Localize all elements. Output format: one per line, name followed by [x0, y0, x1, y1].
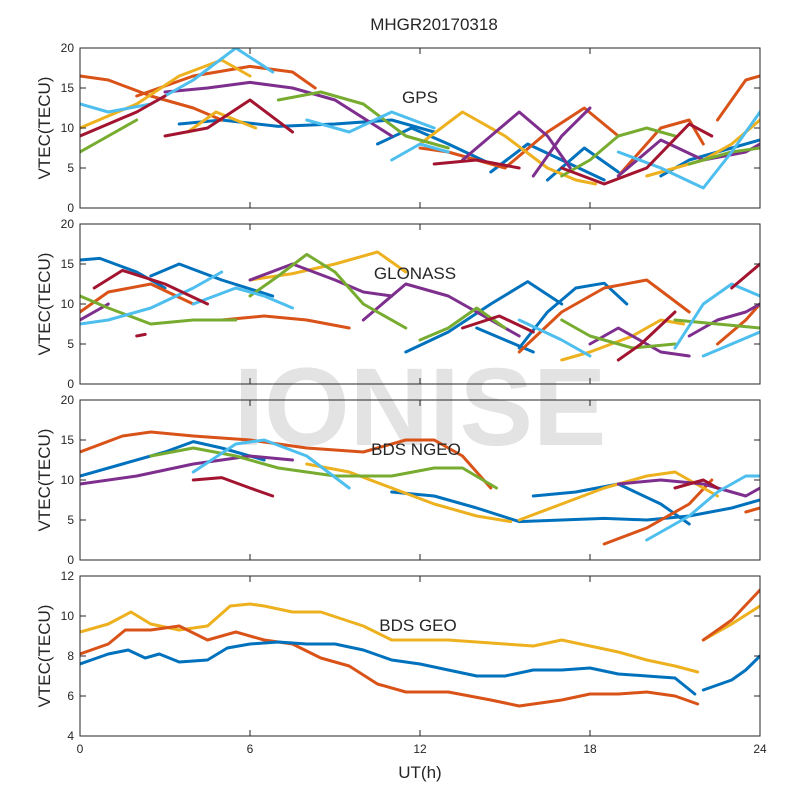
- glonass-series-line-19: [562, 320, 675, 348]
- bds-ngeo-y-tick-label: 15: [61, 433, 75, 447]
- glonass-y-axis-label: VTEC(TECU): [35, 253, 54, 356]
- bds-geo-y-tick-label: 8: [67, 649, 74, 663]
- gps-y-axis-label: VTEC(TECU): [35, 77, 54, 180]
- bds-ngeo-y-tick-label: 10: [61, 473, 75, 487]
- bds-geo-x-tick-label: 18: [583, 742, 597, 756]
- gps-series-line-9: [718, 76, 761, 120]
- glonass-y-tick-label: 0: [67, 377, 74, 391]
- glonass-series-line-25: [703, 332, 760, 356]
- panel-gps: 0 5 10 15 20 GPS VTEC(TECU): [35, 41, 760, 215]
- bds-ngeo-series-line-5: [746, 508, 760, 512]
- glonass-series-line-27: [137, 334, 146, 336]
- gps-y-tick-label: 5: [67, 161, 74, 175]
- bds-ngeo-series-line-13: [193, 478, 272, 496]
- figure-title: MHGR20170318: [370, 15, 498, 34]
- bds-geo-y-tick-label: 4: [67, 729, 74, 743]
- bds-ngeo-y-tick-label: 0: [67, 553, 74, 567]
- x-axis-label: UT(h): [398, 763, 441, 782]
- glonass-y-tick-label: 10: [61, 297, 75, 311]
- bds-geo-y-axis-label: VTEC(TECU): [35, 605, 54, 708]
- glonass-panel-label: GLONASS: [374, 264, 456, 283]
- gps-series-line-6: [137, 66, 316, 96]
- bds-ngeo-y-tick-label: 5: [67, 513, 74, 527]
- bds-geo-series-line-5: [703, 656, 760, 690]
- glonass-y-tick-label: 20: [61, 217, 75, 231]
- bds-geo-axes-frame: [80, 576, 760, 736]
- gps-y-tick-label: 20: [61, 41, 75, 55]
- bds-ngeo-y-axis-label: VTEC(TECU): [35, 429, 54, 532]
- glonass-series-line-30: [732, 264, 760, 288]
- bds-geo-series-line-3: [703, 590, 760, 640]
- bds-geo-series-line-0: [80, 604, 698, 672]
- bds-geo-y-tick-label: 12: [61, 569, 75, 583]
- glonass-series-line-13: [363, 284, 519, 336]
- bds-geo-x-tick-label: 12: [413, 742, 427, 756]
- gps-y-tick-label: 10: [61, 121, 75, 135]
- bds-geo-x-tick-label: 0: [77, 742, 84, 756]
- bds-geo-x-tick-label: 6: [247, 742, 254, 756]
- gps-series-line-7: [420, 108, 618, 168]
- gps-panel-label: GPS: [402, 88, 438, 107]
- bds-ngeo-panel-label: BDS NGEO: [371, 440, 461, 459]
- bds-ngeo-y-tick-label: 20: [61, 393, 75, 407]
- panel-bds-geo: 4 6 8 10 12 0 6 12 18 24 BDS GEO VTEC(TECU): [35, 569, 767, 756]
- gps-series-line-5: [80, 76, 222, 120]
- glonass-series-line-6: [222, 316, 350, 328]
- gps-series-line-26: [80, 96, 165, 136]
- bds-geo-series-group: [80, 590, 760, 706]
- glonass-y-tick-label: 15: [61, 257, 75, 271]
- bds-ngeo-series-line-12: [647, 476, 760, 540]
- gps-y-tick-label: 0: [67, 201, 74, 215]
- bds-geo-panel-label: BDS GEO: [379, 616, 456, 635]
- gps-series-group: [80, 48, 760, 188]
- bds-geo-y-tick-label: 6: [67, 689, 74, 703]
- glonass-y-tick-label: 5: [67, 337, 74, 351]
- bds-geo-y-tick-label: 10: [61, 609, 75, 623]
- bds-geo-x-tick-label: 24: [753, 742, 767, 756]
- gps-y-tick-label: 15: [61, 81, 75, 95]
